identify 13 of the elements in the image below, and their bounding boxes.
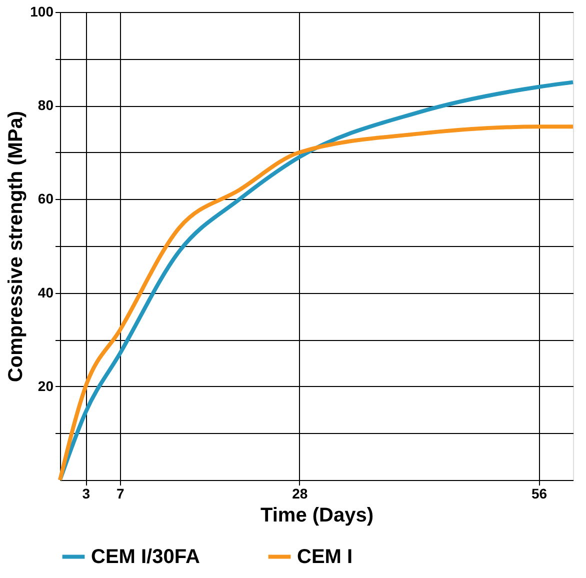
y-tick-label: 40 — [38, 284, 54, 300]
legend-label: CEM I — [297, 546, 353, 568]
y-tick-label: 80 — [38, 97, 54, 114]
x-tick-label: 3 — [82, 486, 90, 502]
legend-label: CEM I/30FA — [91, 546, 200, 568]
y-tick-label: 60 — [38, 190, 54, 207]
y-tick-label: 100 — [30, 4, 54, 20]
y-tick-label: 20 — [38, 378, 54, 394]
x-tick-label: 28 — [292, 486, 308, 502]
x-tick-label: 7 — [116, 486, 124, 502]
x-tick-label: 56 — [532, 486, 548, 502]
y-axis-title: Compressive strength (MPa) — [5, 110, 28, 382]
x-axis-title: Time (Days) — [260, 504, 374, 526]
